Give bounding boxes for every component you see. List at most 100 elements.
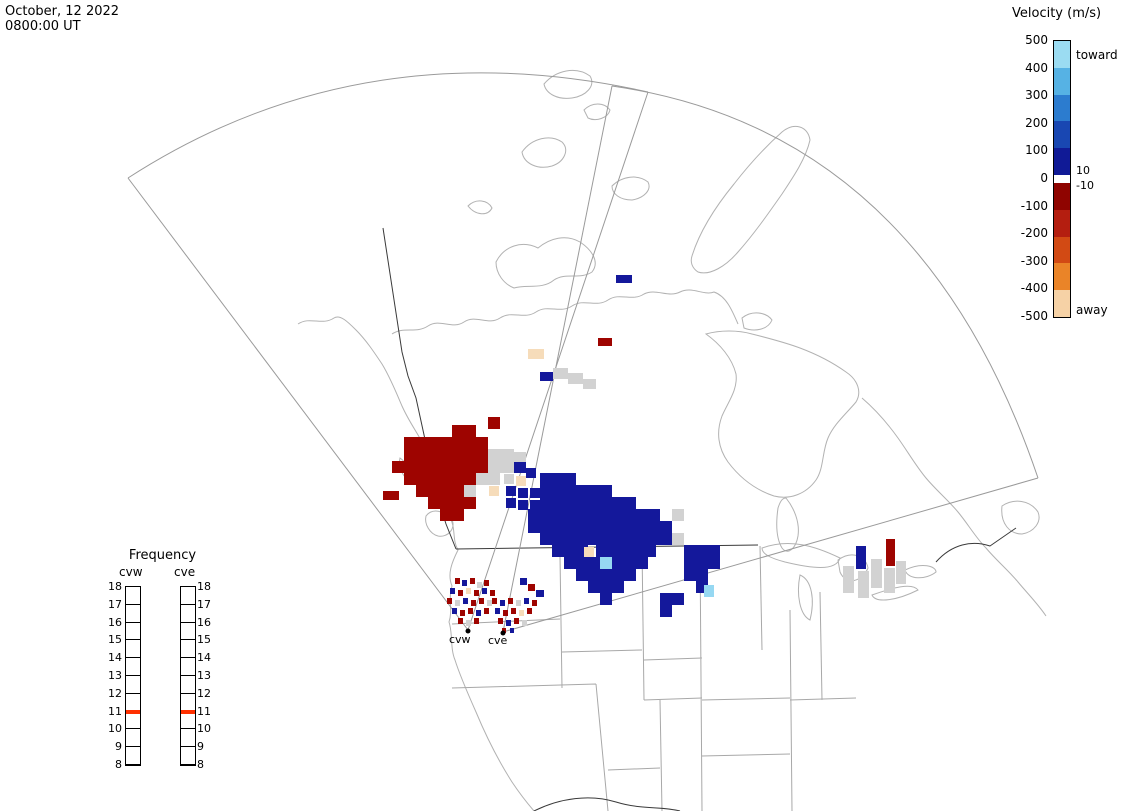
velocity-cell xyxy=(540,497,552,509)
velocity-cell xyxy=(696,545,708,557)
velocity-cell xyxy=(506,498,516,508)
velocity-cell xyxy=(452,461,464,473)
national-borders xyxy=(382,227,1017,811)
velocity-cell xyxy=(404,437,416,449)
velocity-cell xyxy=(540,473,552,485)
velocity-cell xyxy=(428,437,440,449)
velocity-cell xyxy=(392,461,404,473)
velocity-cell xyxy=(552,473,564,485)
velocity-cell xyxy=(460,610,465,616)
frequency-tick-label: 18 xyxy=(108,580,122,593)
frequency-bar-segment xyxy=(126,729,140,748)
velocity-cell xyxy=(564,509,576,521)
velocity-cell xyxy=(871,559,882,588)
frequency-bar-segment xyxy=(126,587,140,605)
velocity-cell xyxy=(624,497,636,509)
velocity-cell xyxy=(600,497,612,509)
velocity-cell xyxy=(648,533,660,545)
frequency-bar-segment xyxy=(126,623,140,641)
velocity-cell xyxy=(455,600,460,606)
frequency-tick-label: 12 xyxy=(108,686,122,700)
us-canada-border-east xyxy=(935,527,1017,563)
velocity-cell xyxy=(896,561,906,584)
velocity-cell xyxy=(644,545,656,557)
toward-label: toward xyxy=(1076,48,1118,62)
colorbar-segment xyxy=(1054,148,1070,175)
velocity-cell xyxy=(524,598,529,604)
velocity-cell xyxy=(452,485,464,497)
frequency-bar-segment xyxy=(181,605,195,623)
velocity-cell xyxy=(886,539,895,566)
velocity-cell xyxy=(500,600,505,606)
velocity-cell xyxy=(522,620,527,626)
velocity-cell xyxy=(564,545,576,557)
frequency-tick-label: 17 xyxy=(197,597,211,611)
velocity-cell xyxy=(624,521,636,533)
velocity-cell xyxy=(708,545,720,557)
velocity-cell xyxy=(536,590,544,597)
velocity-cell xyxy=(506,620,511,626)
cvw-fan-left-edge xyxy=(127,177,469,631)
colorbar-segment xyxy=(1054,236,1070,264)
velocity-cell xyxy=(612,569,624,581)
frequency-bar-segment xyxy=(126,605,140,623)
velocity-cell xyxy=(452,509,464,521)
velocity-tick-label: 500 xyxy=(1025,33,1048,47)
velocity-cell xyxy=(428,461,440,473)
velocity-cell xyxy=(696,569,708,581)
velocity-colorbar xyxy=(1053,40,1071,318)
velocity-cell xyxy=(672,593,684,605)
velocity-tick-label: -400 xyxy=(1020,281,1048,296)
velocity-cell xyxy=(477,582,482,588)
frequency-bar-segment xyxy=(181,712,195,730)
velocity-cell xyxy=(476,449,488,461)
velocity-cell xyxy=(484,580,489,586)
velocity-cell xyxy=(660,533,672,545)
frequency-bar-segment xyxy=(126,676,140,694)
colorbar-segment xyxy=(1054,67,1070,95)
frequency-bar-segment xyxy=(126,712,140,730)
cvw-radar-label: cvw xyxy=(449,633,471,646)
cve-fan-right-edge xyxy=(502,477,1039,633)
velocity-cell xyxy=(564,497,576,509)
velocity-cell xyxy=(528,584,535,591)
velocity-cell xyxy=(564,485,576,497)
time-label: 0800:00 UT xyxy=(5,19,81,34)
frequency-bar-segment xyxy=(126,640,140,659)
velocity-cell xyxy=(552,497,564,509)
velocity-cell xyxy=(501,449,514,461)
velocity-cell xyxy=(588,533,600,545)
baffin-island xyxy=(690,125,811,274)
arctic-island-5 xyxy=(467,200,493,215)
velocity-cell xyxy=(452,425,464,437)
velocity-cell xyxy=(624,557,636,569)
velocity-cell xyxy=(696,557,708,569)
frequency-bar-segment xyxy=(181,640,195,659)
velocity-cell xyxy=(416,461,428,473)
arctic-island-1 xyxy=(521,137,567,168)
velocity-cell xyxy=(576,509,588,521)
frequency-tick-label: 8 xyxy=(197,758,204,771)
frequency-tick-label: 16 xyxy=(108,615,122,629)
velocity-cell xyxy=(612,497,624,509)
velocity-cell xyxy=(600,533,612,545)
velocity-cell xyxy=(488,417,500,429)
velocity-cell xyxy=(624,509,636,521)
velocity-cell xyxy=(482,588,487,594)
victoria-banks-islands xyxy=(495,237,596,289)
atlantic-coastline xyxy=(861,397,1047,617)
date-label: October, 12 2022 xyxy=(5,4,120,19)
velocity-cell xyxy=(428,473,440,485)
velocity-cell xyxy=(684,569,696,581)
frequency-tick-label: 17 xyxy=(108,597,122,611)
velocity-cell xyxy=(636,533,648,545)
velocity-cell xyxy=(492,598,497,604)
colorbar-segment xyxy=(1054,121,1070,149)
velocity-cell xyxy=(588,497,600,509)
frequency-tick-label: 13 xyxy=(197,669,211,682)
frequency-labels-left: 18 17 16 15 14 13 12 11 10 9 8 xyxy=(95,548,122,783)
frequency-tick-label: 16 xyxy=(197,615,211,629)
arctic-coastline xyxy=(391,289,739,335)
velocity-tick-label: 400 xyxy=(1025,60,1048,75)
